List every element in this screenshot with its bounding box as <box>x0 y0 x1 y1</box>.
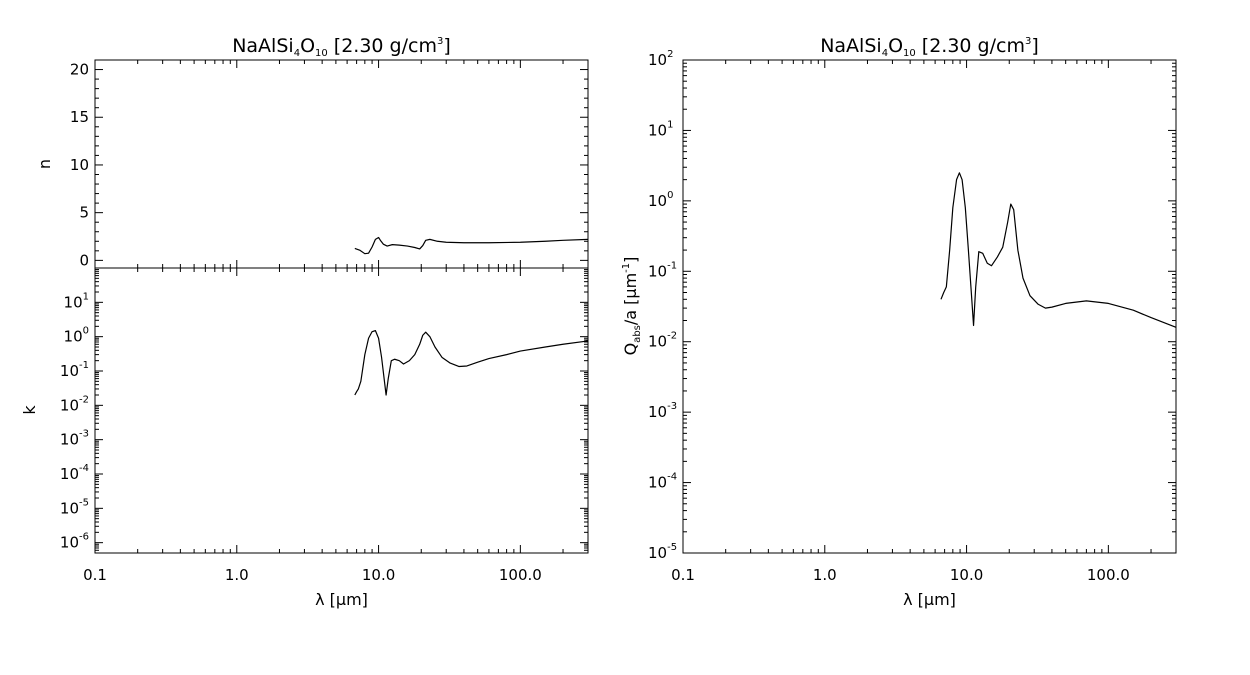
k-series-line <box>354 330 589 396</box>
qabs-x-tick-label: 1.0 <box>813 566 837 584</box>
k-y-tick-label: 10-2 <box>60 394 89 414</box>
qabs-y-tick-label: 10-1 <box>648 260 677 280</box>
qabs-x-tick-label: 0.1 <box>671 566 695 584</box>
n-y-tick-label: 10 <box>70 156 89 174</box>
k-y-tick-label: 10-3 <box>60 429 89 449</box>
k-y-axis-label: k <box>20 405 39 415</box>
k-y-ticks: 10-6 10-5 10-4 10-3 10-2 10-1 100 101 <box>60 267 588 554</box>
k-x-tick-label: 10.0 <box>362 566 395 584</box>
n-panel-frame <box>94 59 589 269</box>
qabs-x-tick-label: 100.0 <box>1087 566 1130 584</box>
k-x-tick-label: 100.0 <box>499 566 542 584</box>
n-y-tick-label: 0 <box>79 251 89 269</box>
k-x-ticks: 0.1 1.0 10.0 100.0 <box>83 268 589 584</box>
qabs-y-tick-label: 10-3 <box>648 401 677 421</box>
n-y-tick-label: 20 <box>70 61 89 79</box>
right-chart-title: NaAlSi4O10 [2.30 g/cm3] <box>820 35 1039 59</box>
n-y-tick-label: 15 <box>70 108 89 126</box>
k-y-tick-label: 100 <box>64 326 89 346</box>
qabs-y-tick-label: 10-5 <box>648 542 677 562</box>
qabs-y-tick-label: 10-2 <box>648 331 677 351</box>
qabs-series-line <box>940 172 1177 328</box>
k-y-tick-label: 10-1 <box>60 360 89 380</box>
qabs-y-tick-label: 102 <box>648 49 673 69</box>
k-y-tick-label: 101 <box>64 291 89 311</box>
qabs-y-tick-label: 100 <box>648 190 673 210</box>
right-x-axis-label: λ [μm] <box>903 590 956 609</box>
n-y-axis-label: n <box>35 159 54 169</box>
qabs-panel-frame <box>682 59 1177 554</box>
left-x-axis-label: λ [μm] <box>315 590 368 609</box>
qabs-y-tick-label: 101 <box>648 119 673 139</box>
qabs-y-ticks: 10-5 10-4 10-3 10-2 10-1 100 101 102 <box>648 49 1176 562</box>
k-x-tick-label: 0.1 <box>83 566 107 584</box>
qabs-x-tick-label: 10.0 <box>950 566 983 584</box>
k-y-tick-label: 10-4 <box>60 463 89 483</box>
n-y-ticks: 0 5 10 15 20 <box>70 59 588 269</box>
qabs-x-ticks: 0.1 1.0 10.0 100.0 <box>671 60 1177 584</box>
n-y-tick-label: 5 <box>79 204 89 222</box>
qabs-y-axis-label: Qabs/a [μm-1] <box>621 257 643 356</box>
n-series-line <box>354 236 589 255</box>
n-x-ticks <box>94 60 589 268</box>
qabs-y-tick-label: 10-4 <box>648 472 677 492</box>
k-panel-frame <box>94 267 589 554</box>
k-y-tick-label: 10-5 <box>60 497 89 517</box>
k-y-tick-label: 10-6 <box>60 532 89 552</box>
left-chart-title: NaAlSi4O10 [2.30 g/cm3] <box>232 35 451 59</box>
k-x-tick-label: 1.0 <box>225 566 249 584</box>
